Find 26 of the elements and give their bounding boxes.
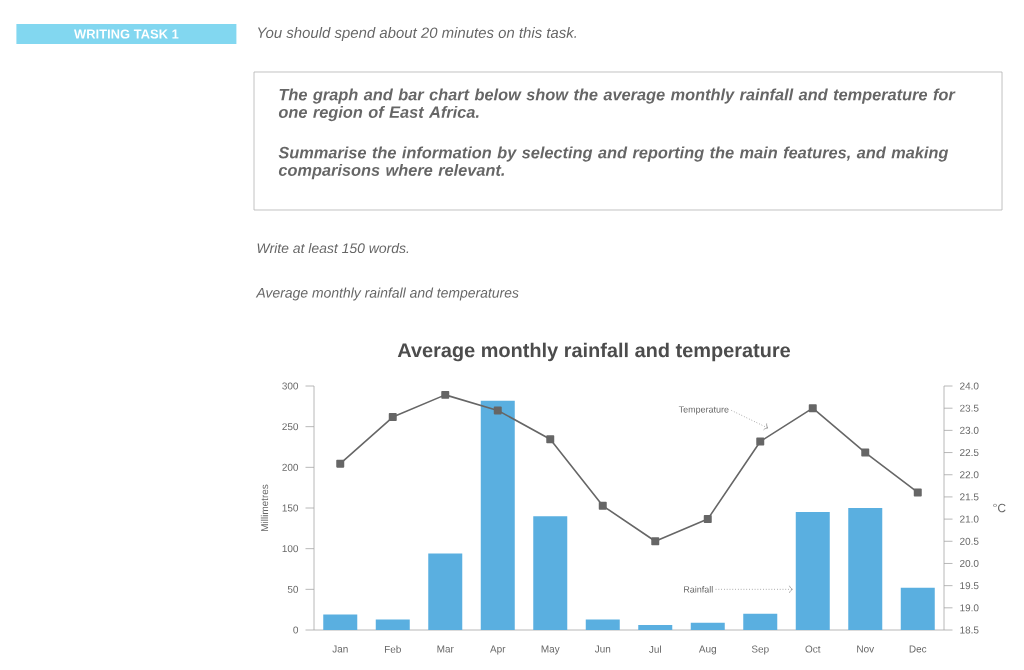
bar — [743, 613, 778, 630]
text: The graph and bar chart below show the average monthly rainfall and temperature for one region of East Africa. — [278, 88, 956, 122]
point — [756, 437, 765, 446]
bar — [533, 516, 568, 630]
point — [336, 459, 345, 468]
bar — [480, 400, 515, 630]
bar — [795, 512, 830, 630]
point — [861, 448, 870, 457]
bar — [428, 553, 463, 630]
bar — [900, 587, 935, 630]
point — [388, 413, 397, 422]
bar — [848, 508, 883, 630]
point — [441, 390, 450, 399]
chart-title: Average monthly rainfall and temperature — [397, 342, 791, 362]
point — [598, 501, 607, 510]
bar — [323, 614, 358, 630]
text: Summarise the information by selecting and reporting the main features, and making comparisons where relevant. — [278, 146, 949, 180]
point — [703, 515, 712, 524]
point — [913, 488, 922, 497]
bar — [690, 622, 725, 630]
point — [808, 404, 817, 413]
point — [651, 537, 660, 546]
bar — [585, 619, 620, 630]
bar — [375, 619, 410, 630]
point — [493, 406, 502, 415]
point — [546, 435, 555, 444]
